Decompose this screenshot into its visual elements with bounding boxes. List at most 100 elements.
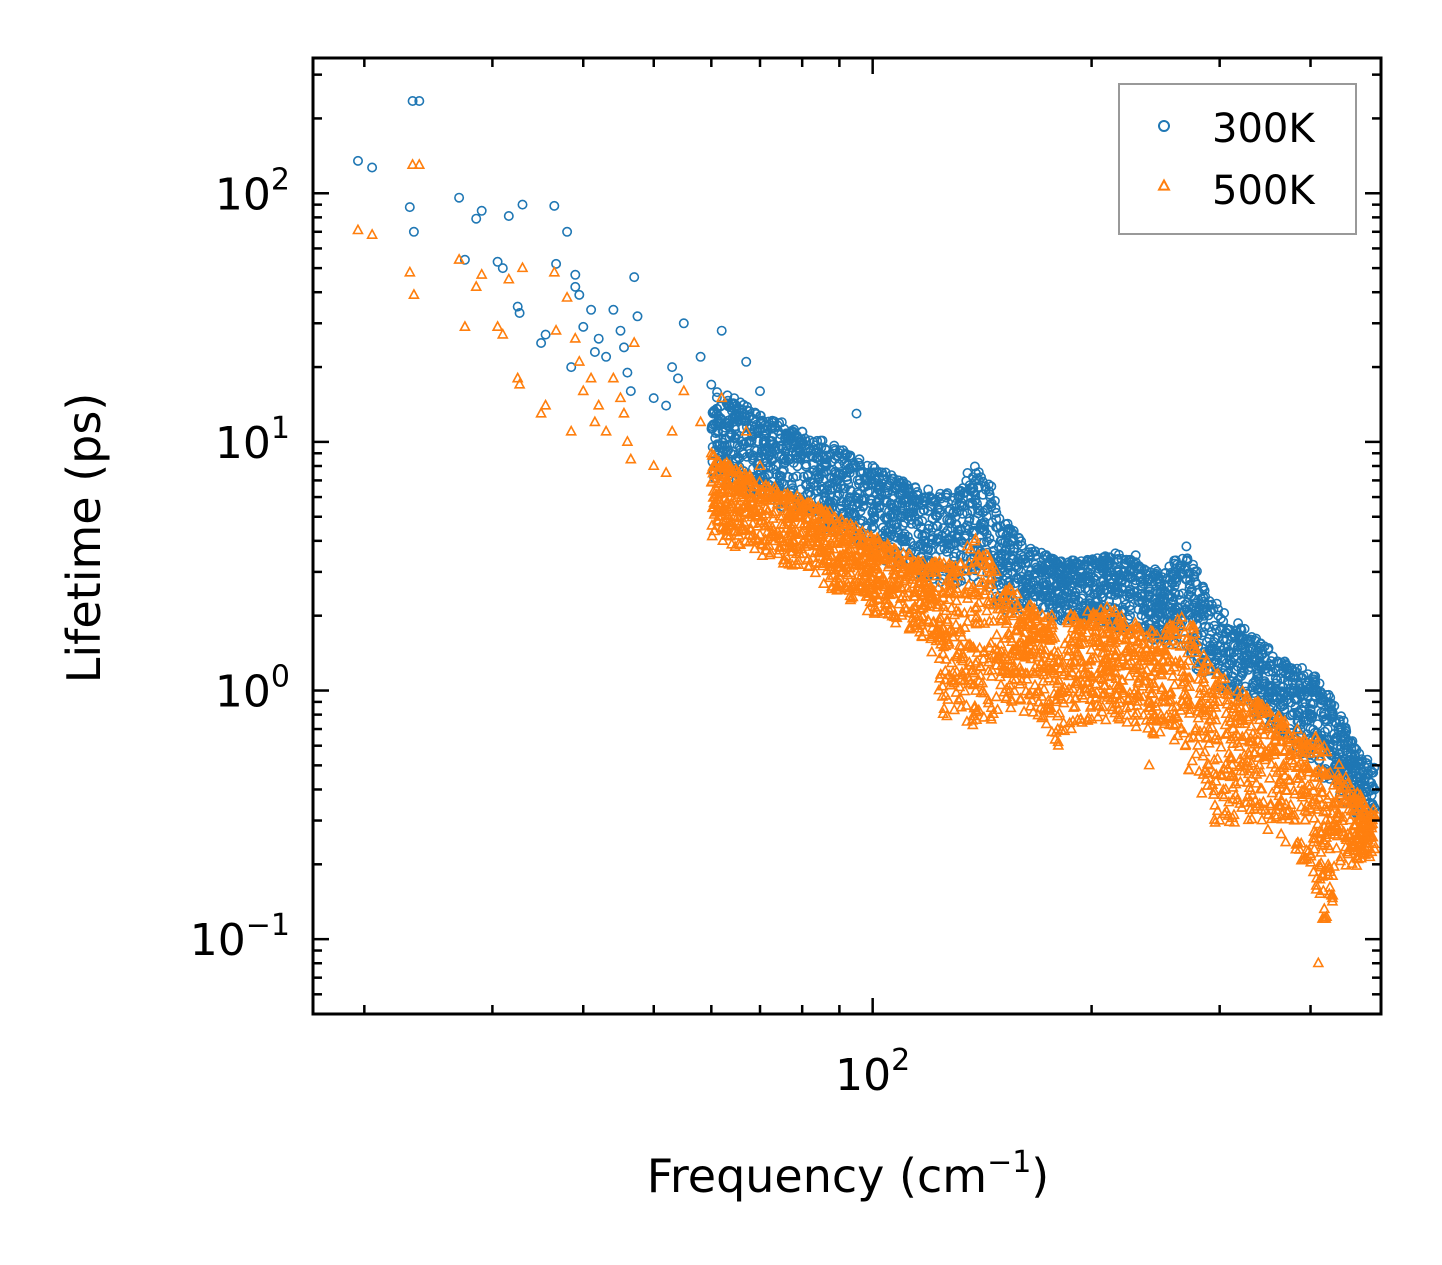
point-300k-2075 — [1125, 604, 1136, 615]
point-300k-1629 — [1238, 665, 1249, 676]
point-300k-2387 — [794, 445, 805, 456]
point-300k-2411 — [882, 488, 893, 499]
point-300k-5 — [414, 96, 425, 107]
point-300k-1902 — [1018, 551, 1029, 562]
point-300k-1771 — [1025, 543, 1036, 554]
point-300k-1639 — [765, 461, 776, 472]
point-300k-43 — [706, 379, 717, 390]
point-300k-2243 — [1267, 686, 1278, 697]
point-300k-46 — [741, 356, 752, 367]
point-300k-17 — [540, 329, 551, 340]
point-300k-1195 — [800, 453, 811, 464]
point-300k-2336 — [866, 495, 877, 506]
point-300k-1549 — [977, 489, 988, 500]
point-300k-2451 — [1124, 565, 1135, 576]
point-300k-2331 — [996, 550, 1007, 561]
point-300k-2205 — [1137, 575, 1148, 586]
point-300k-34 — [625, 386, 636, 397]
point-300k-2269 — [877, 473, 888, 484]
point-300k-22 — [570, 269, 581, 280]
point-300k-2024 — [818, 475, 829, 486]
point-300k-3 — [408, 226, 419, 237]
point-300k-2373 — [854, 474, 865, 485]
point-300k-2391 — [1151, 601, 1162, 612]
point-300k-0 — [352, 155, 363, 166]
point-300k-13 — [512, 301, 523, 312]
point-300k-2129 — [840, 448, 851, 459]
point-300k-52 — [851, 408, 862, 419]
point-300k-1817 — [1247, 642, 1258, 653]
point-300k-2447 — [1166, 577, 1177, 588]
point-300k-2348 — [712, 427, 723, 438]
point-300k-1581 — [1236, 667, 1247, 678]
point-300k-6 — [454, 192, 465, 203]
point-300k-9 — [476, 205, 487, 216]
point-300k-1612 — [1306, 709, 1317, 720]
point-300k-2283 — [839, 458, 850, 469]
point-300k-1873 — [917, 516, 928, 527]
point-300k-1575 — [1198, 627, 1209, 638]
point-300k-7 — [459, 254, 470, 265]
point-300k-1928 — [781, 430, 792, 441]
point-300k-2423 — [1181, 574, 1192, 585]
point-300k-2356 — [1266, 656, 1277, 667]
point-300k-2253 — [1096, 592, 1107, 603]
point-300k-2453 — [797, 426, 808, 437]
point-300k-29 — [601, 351, 612, 362]
point-300k-1491 — [972, 473, 983, 484]
point-300k-1973 — [812, 469, 823, 480]
point-300k-2416 — [1218, 653, 1229, 664]
point-300k-2417 — [900, 493, 911, 504]
point-300k-1311 — [1224, 659, 1235, 670]
point-300k-2377 — [1039, 592, 1050, 603]
point-300k-2340 — [947, 495, 958, 506]
point-300k-2265 — [1276, 668, 1287, 679]
point-300k-1278 — [935, 544, 946, 555]
point-300k-2282 — [758, 437, 769, 448]
point-300k-12 — [503, 211, 514, 222]
point-300k-2342 — [1215, 613, 1226, 624]
point-300k-2343 — [992, 522, 1003, 533]
point-300k-2097 — [974, 523, 985, 534]
point-300k-2345 — [1292, 710, 1303, 721]
point-300k-2435 — [1118, 567, 1129, 578]
point-300k-1196 — [852, 487, 863, 498]
point-300k-2347 — [795, 451, 806, 462]
point-300k-1531 — [1245, 636, 1256, 647]
point-300k-2156 — [935, 488, 946, 499]
point-300k-2445 — [1007, 553, 1018, 564]
point-300k-1965 — [950, 519, 961, 530]
point-300k-2245 — [807, 451, 818, 462]
point-300k-1885 — [1052, 610, 1063, 621]
point-300k-863 — [913, 541, 924, 552]
point-300k-1732 — [1309, 676, 1320, 687]
point-300k-2419 — [1345, 736, 1356, 747]
point-300k-38 — [661, 400, 672, 411]
point-300k-1398 — [979, 517, 990, 528]
point-300k-1043 — [1002, 518, 1013, 529]
point-300k-2271 — [827, 482, 838, 493]
point-300k-2220 — [1179, 564, 1190, 575]
point-300k-2330 — [947, 539, 958, 550]
point-300k-2393 — [862, 480, 873, 491]
point-300k-1819 — [1106, 582, 1117, 593]
point-300k-2357 — [1159, 585, 1170, 596]
point-300k-2323 — [856, 467, 867, 478]
point-300k-2193 — [1315, 698, 1326, 709]
point-300k-33 — [622, 367, 633, 378]
point-300k-2204 — [858, 500, 869, 511]
point-300k-2291 — [1073, 596, 1084, 607]
point-300k-2238 — [1066, 591, 1077, 602]
point-300k-15 — [517, 199, 528, 210]
point-300k-2289 — [1169, 603, 1180, 614]
point-300k-1790 — [1082, 554, 1093, 565]
point-300k-2209 — [952, 525, 963, 536]
point-300k-1159 — [1013, 573, 1024, 584]
point-300k-1731 — [753, 436, 764, 447]
point-300k-1652 — [815, 468, 826, 479]
point-300k-35 — [629, 272, 640, 283]
point-300k-1617 — [1013, 553, 1024, 564]
point-300k-1656 — [827, 477, 838, 488]
point-300k-2414 — [1337, 746, 1348, 757]
